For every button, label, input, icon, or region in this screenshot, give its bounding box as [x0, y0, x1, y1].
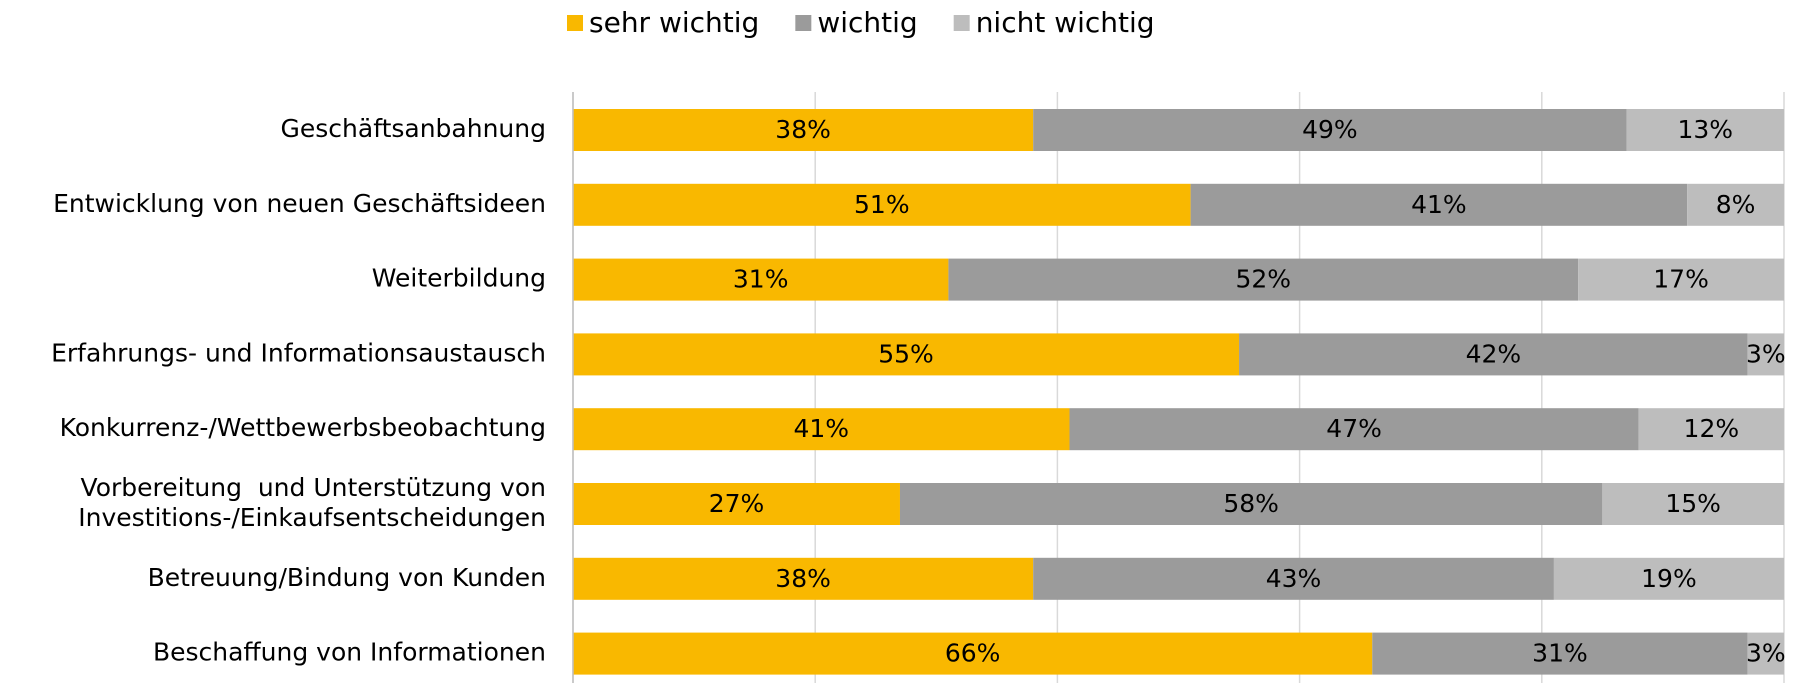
category-label: Vorbereitung und Unterstützung von Invest…: [78, 473, 546, 532]
value-label: 41%: [1411, 190, 1467, 219]
bar-segment: [1626, 109, 1784, 151]
value-label: 47%: [1326, 414, 1382, 443]
bar-segment: [573, 109, 1034, 151]
category-label: Konkurrenz-/Wettbewerbsbeobachtung: [60, 413, 546, 442]
bar-segment: [1578, 258, 1784, 301]
bar-segment: [573, 258, 949, 301]
bar-segment: [1033, 557, 1554, 600]
bar-segment: [573, 557, 1034, 600]
value-label: 8%: [1716, 190, 1756, 219]
value-label: 38%: [775, 115, 831, 144]
bar-segment: [573, 333, 1240, 376]
value-label: 31%: [1532, 639, 1588, 668]
bar-segment: [1553, 557, 1784, 600]
bar-segment: [1033, 109, 1627, 151]
category-label: Beschaffung von Informationen: [153, 638, 546, 667]
legend-label: wichtig: [817, 6, 917, 39]
bar-segment: [1638, 408, 1784, 451]
category-label: Geschäftsanbahnung: [281, 114, 546, 143]
value-label: 12%: [1684, 414, 1740, 443]
bar-segment: [899, 483, 1603, 525]
bar-segment: [1069, 408, 1639, 451]
bar-segment: [573, 183, 1191, 226]
bar-segment: [1372, 632, 1748, 675]
bar-segment: [1747, 333, 1784, 376]
bar-segment: [1602, 483, 1784, 525]
value-label: 66%: [945, 639, 1001, 668]
value-label: 55%: [878, 339, 934, 368]
value-label: 38%: [775, 564, 831, 593]
value-label: 41%: [793, 414, 849, 443]
category-label: Entwicklung von neuen Geschäftsideen: [53, 189, 546, 218]
value-label: 13%: [1677, 115, 1733, 144]
category-label: Erfahrungs- und Informationsaustausch: [51, 338, 546, 367]
bar-segment: [573, 632, 1373, 675]
value-label: 15%: [1665, 489, 1721, 518]
value-label: 19%: [1641, 564, 1697, 593]
value-label: 58%: [1223, 489, 1279, 518]
bar-segment: [948, 258, 1579, 301]
value-label: 42%: [1466, 339, 1522, 368]
bar-segment: [1239, 333, 1748, 376]
value-label: 3%: [1746, 339, 1786, 368]
value-label: 3%: [1746, 639, 1786, 668]
bar-segment: [1687, 183, 1784, 226]
bar-segment: [1190, 183, 1688, 226]
value-label: 17%: [1653, 265, 1709, 294]
bar-segment: [1747, 632, 1784, 675]
bar-segment: [573, 483, 900, 525]
value-label: 49%: [1302, 115, 1358, 144]
category-label: Weiterbildung: [372, 264, 546, 293]
value-label: 27%: [709, 489, 765, 518]
legend-swatch: [567, 15, 583, 31]
value-label: 52%: [1235, 265, 1291, 294]
bar-segment: [573, 408, 1070, 451]
category-label: Betreuung/Bindung von Kunden: [148, 563, 546, 592]
legend-label: sehr wichtig: [589, 6, 759, 39]
legend-label: nicht wichtig: [976, 6, 1155, 39]
legend-swatch: [795, 15, 812, 31]
value-label: 51%: [854, 190, 910, 219]
value-label: 43%: [1266, 564, 1322, 593]
legend-swatch: [953, 15, 970, 31]
value-label: 31%: [733, 265, 789, 294]
